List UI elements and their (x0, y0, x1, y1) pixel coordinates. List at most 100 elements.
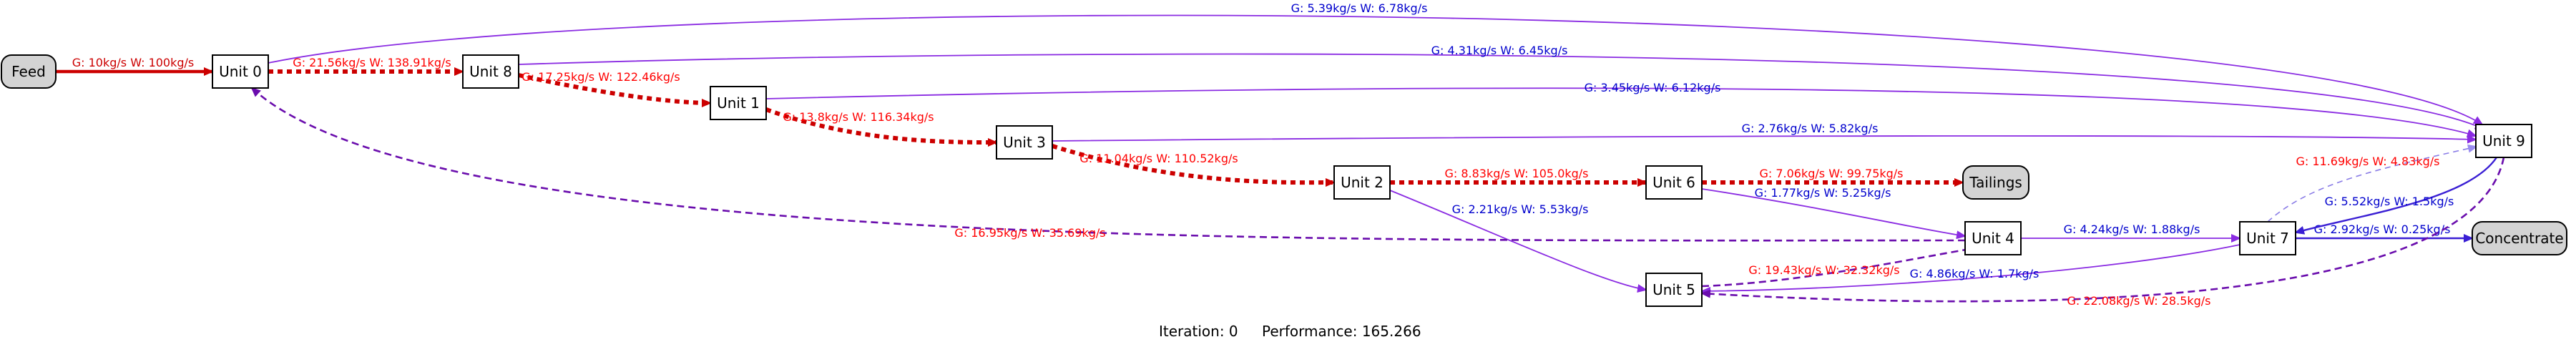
edge-label: G: 17.25kg/s W: 122.46kg/s (521, 70, 680, 84)
edge-label: G: 19.43kg/s W: 32.32kg/s (1748, 263, 1899, 277)
edge-u5-to-u4: G: 19.43kg/s W: 32.32kg/s (1701, 245, 1976, 288)
edge-u3-to-u2: G: 11.04kg/s W: 110.52kg/s (1052, 144, 1336, 187)
edge-u2-to-u6: G: 8.83kg/s W: 105.0kg/s (1390, 167, 1647, 187)
edge-label: G: 2.76kg/s W: 5.82kg/s (1742, 122, 1879, 135)
edge-u1-to-u9: G: 3.45kg/s W: 6.12kg/s (765, 81, 2477, 138)
node-label: Unit 2 (1341, 174, 1384, 191)
terminal-box (1962, 165, 2029, 200)
edge-label: G: 1.77kg/s W: 5.25kg/s (1755, 186, 1891, 200)
terminal-box (1, 54, 57, 89)
terminal-box (2472, 221, 2567, 255)
edge-line (1052, 135, 2477, 144)
edge-line (518, 73, 712, 107)
node-u9: Unit 9 (2475, 124, 2532, 158)
edge-label: G: 7.06kg/s W: 99.75kg/s (1759, 167, 1903, 180)
unit-box (462, 54, 519, 89)
node-u4: Unit 4 (1964, 221, 2022, 255)
edge-label: G: 22.08kg/s W: 28.5kg/s (2067, 294, 2210, 308)
edge-u4-to-u7: G: 4.24kg/s W: 1.88kg/s (2021, 223, 2241, 243)
node-label: Unit 6 (1652, 174, 1695, 191)
node-u8: Unit 8 (462, 54, 519, 89)
unit-box (710, 86, 767, 120)
edge-u7-to-u5: G: 4.86kg/s W: 1.7kg/s (1700, 244, 2240, 295)
edge-u7-to-concentrate: G: 2.92kg/s W: 0.25kg/s (2296, 223, 2474, 243)
edge-u0-to-u9: G: 5.39kg/s W: 6.78kg/s (268, 1, 2484, 126)
node-u1: Unit 1 (710, 86, 767, 120)
node-u6: Unit 6 (1645, 165, 1703, 200)
edge-label: G: 5.39kg/s W: 6.78kg/s (1291, 1, 1428, 15)
edge-line (765, 107, 998, 147)
node-u5: Unit 5 (1645, 273, 1703, 307)
edge-u4-to-u0: G: 16.95kg/s W: 35.69kg/s (250, 87, 1966, 242)
edge-line (2267, 144, 2478, 223)
edge-u2-to-u5: G: 2.21kg/s W: 5.53kg/s (1389, 190, 1647, 293)
node-label: Unit 3 (1003, 134, 1046, 151)
edge-line (1700, 157, 2505, 303)
edge-label: G: 16.95kg/s W: 35.69kg/s (954, 226, 1105, 240)
edge-line (1389, 190, 1647, 293)
edge-line (1052, 144, 1336, 187)
edge-u9-to-u7: G: 5.52kg/s W: 1.5kg/s (2294, 157, 2497, 235)
edge-u8-to-u1: G: 17.25kg/s W: 122.46kg/s (518, 70, 712, 107)
unit-box (2239, 221, 2296, 255)
edge-line (765, 87, 2477, 138)
node-feed: Feed (1, 54, 57, 89)
edge-line (518, 53, 2485, 129)
node-label: Concentrate (2475, 230, 2563, 247)
node-u2: Unit 2 (1333, 165, 1391, 200)
edge-u1-to-u3: G: 13.8kg/s W: 116.34kg/s (765, 107, 998, 147)
edge-label: G: 21.56kg/s W: 138.91kg/s (293, 56, 451, 69)
edge-feed-to-u0: G: 10kg/s W: 100kg/s (56, 56, 214, 76)
unit-box (1964, 221, 2022, 255)
unit-box (1333, 165, 1391, 200)
node-label: Unit 4 (1972, 230, 2014, 247)
edge-u9-to-u5: G: 22.08kg/s W: 28.5kg/s (1700, 157, 2505, 308)
edge-line (2294, 157, 2497, 235)
edge-u7-to-u9: G: 11.69kg/s W: 4.83kg/s (2267, 144, 2478, 223)
node-label: Feed (11, 63, 46, 80)
edge-u3-to-u9: G: 2.76kg/s W: 5.82kg/s (1052, 122, 2477, 144)
node-label: Unit 7 (2246, 230, 2289, 247)
edge-label: G: 10kg/s W: 100kg/s (72, 56, 195, 69)
node-u0: Unit 0 (212, 54, 269, 89)
node-label: Unit 0 (219, 63, 262, 80)
edge-label: G: 4.86kg/s W: 1.7kg/s (1910, 267, 2039, 280)
edge-label: G: 11.04kg/s W: 110.52kg/s (1079, 152, 1238, 165)
performance-label: Performance: 165.266 (1262, 323, 1421, 340)
edge-label: G: 11.69kg/s W: 4.83kg/s (2296, 155, 2439, 168)
edge-u0-to-u8: G: 21.56kg/s W: 138.91kg/s (268, 56, 464, 76)
unit-box (1645, 165, 1703, 200)
node-layer: Feed Unit 0 Unit 8 Unit 1 Unit 3 Unit 2 Unit 6… (1, 54, 2567, 307)
node-label: Unit 1 (717, 94, 760, 112)
edge-label: G: 2.21kg/s W: 5.53kg/s (1452, 202, 1589, 216)
edge-line (250, 87, 1966, 242)
node-label: Unit 5 (1652, 281, 1695, 298)
edge-line (268, 14, 2484, 126)
node-u3: Unit 3 (996, 125, 1053, 160)
edge-label: G: 4.31kg/s W: 6.45kg/s (1431, 44, 1568, 57)
node-label: Unit 8 (469, 63, 512, 80)
unit-box (212, 54, 269, 89)
iteration-label: Iteration: 0 (1159, 323, 1238, 340)
edge-label: G: 8.83kg/s W: 105.0kg/s (1444, 167, 1588, 180)
edge-u6-to-tailings: G: 7.06kg/s W: 99.75kg/s (1702, 167, 1964, 187)
node-label: Tailings (1969, 174, 2022, 191)
footer: Iteration: 0 Performance: 165.266 (1159, 323, 1421, 340)
edge-line (1700, 244, 2240, 295)
edge-u8-to-u9: G: 4.31kg/s W: 6.45kg/s (518, 44, 2485, 129)
edge-u6-to-u4: G: 1.77kg/s W: 5.25kg/s (1701, 186, 1967, 240)
node-u7: Unit 7 (2239, 221, 2296, 255)
edge-label: G: 4.24kg/s W: 1.88kg/s (2064, 223, 2200, 236)
edge-label: G: 2.92kg/s W: 0.25kg/s (2314, 223, 2451, 236)
unit-box (1645, 273, 1703, 307)
edge-line (1701, 245, 1976, 288)
edge-line (1701, 188, 1967, 240)
edge-label: G: 13.8kg/s W: 116.34kg/s (783, 110, 934, 124)
edge-label: G: 5.52kg/s W: 1.5kg/s (2325, 195, 2454, 208)
node-concentrate: Concentrate (2472, 221, 2567, 255)
unit-box (2475, 124, 2532, 158)
edge-layer: G: 10kg/s W: 100kg/s G: 21.56kg/s W: 138.… (56, 1, 2505, 308)
unit-box (996, 125, 1053, 160)
node-tailings: Tailings (1962, 165, 2029, 200)
